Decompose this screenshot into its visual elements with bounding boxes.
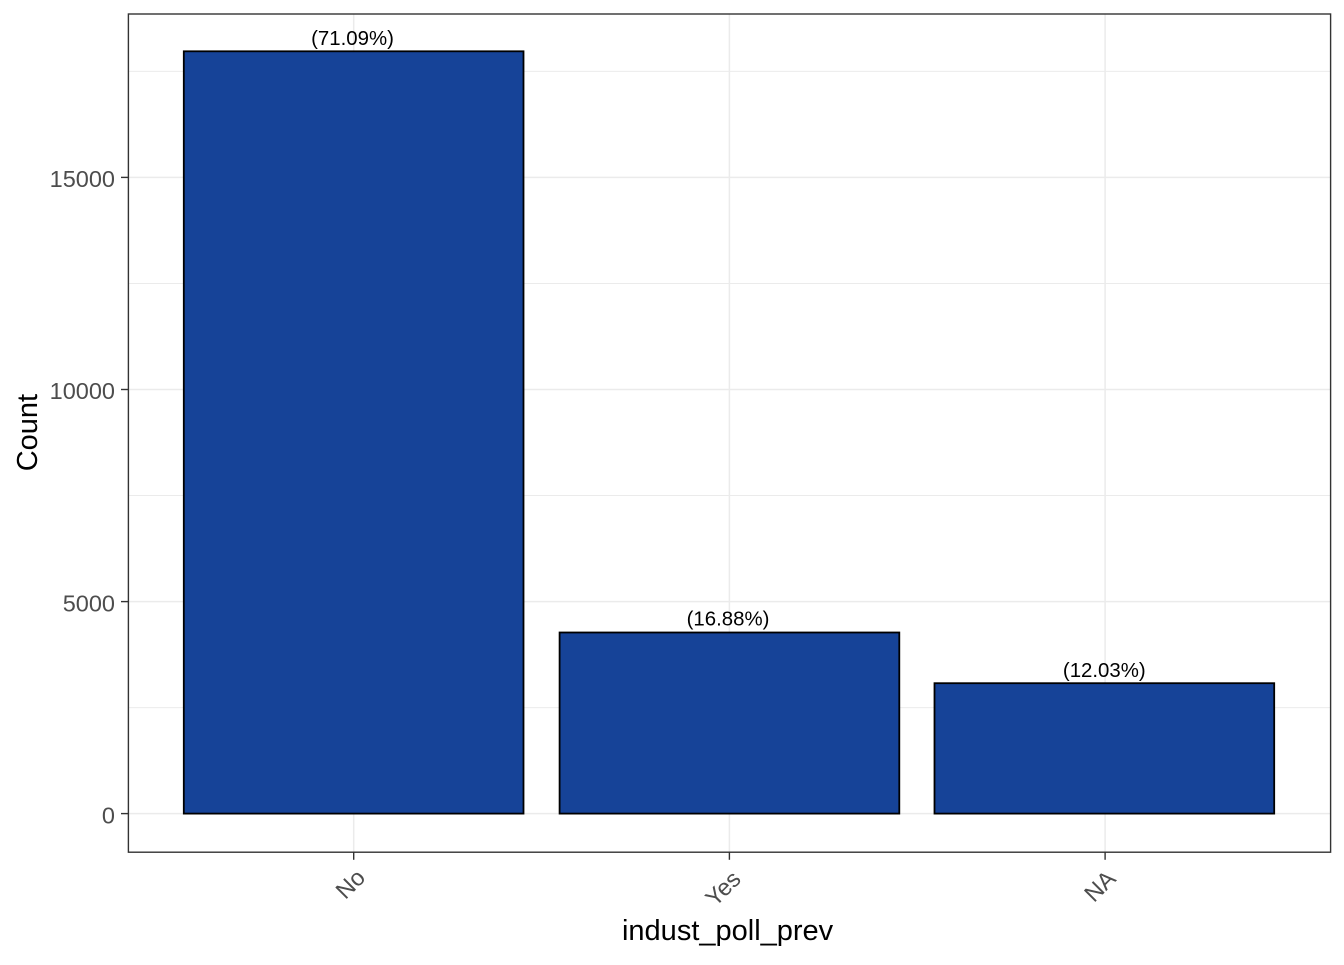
- svg-text:Count: Count: [12, 394, 44, 471]
- svg-text:15000: 15000: [50, 166, 115, 192]
- svg-text:(16.88%): (16.88%): [687, 608, 770, 630]
- svg-text:indust_poll_prev: indust_poll_prev: [622, 915, 834, 947]
- svg-text:5000: 5000: [63, 590, 115, 616]
- svg-text:(71.09%): (71.09%): [311, 28, 394, 50]
- svg-text:0: 0: [102, 802, 115, 828]
- svg-text:10000: 10000: [50, 378, 115, 404]
- svg-text:(12.03%): (12.03%): [1063, 660, 1146, 682]
